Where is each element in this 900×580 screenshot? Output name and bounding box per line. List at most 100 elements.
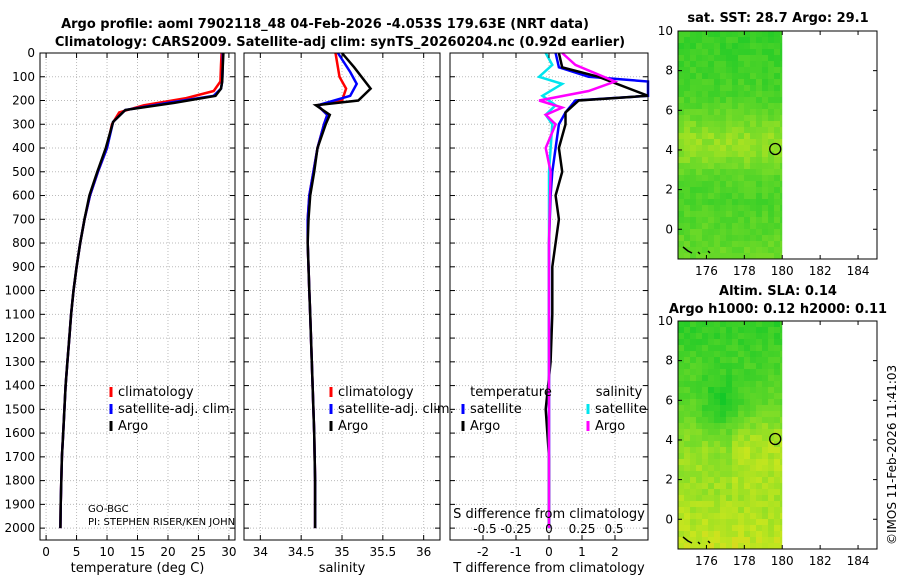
heat-cell: [696, 199, 702, 205]
heat-cell: [732, 405, 738, 411]
heat-cell: [738, 363, 744, 369]
heat-cell: [750, 235, 756, 241]
heat-cell: [744, 351, 750, 357]
heat-cell: [708, 411, 714, 417]
heat-cell: [708, 489, 714, 495]
heat-cell: [714, 67, 720, 73]
heat-cell: [714, 199, 720, 205]
heat-cell: [780, 423, 783, 429]
heat-cell: [726, 501, 732, 507]
heat-cell: [678, 345, 684, 351]
heat-cell: [714, 103, 720, 109]
heat-cell: [738, 253, 744, 259]
heat-cell: [720, 187, 726, 193]
heat-cell: [720, 333, 726, 339]
heat-cell: [684, 411, 690, 417]
y-tick-label: 1400: [4, 379, 35, 393]
heat-cell: [744, 417, 750, 423]
heat-cell: [678, 429, 684, 435]
heat-cell: [708, 127, 714, 133]
heat-cell: [762, 345, 768, 351]
heat-cell: [774, 73, 780, 79]
heat-cell: [690, 103, 696, 109]
heat-cell: [774, 115, 780, 121]
heat-cell: [774, 423, 780, 429]
heat-cell: [696, 79, 702, 85]
heat-cell: [684, 115, 690, 121]
heat-cell: [696, 429, 702, 435]
heat-cell: [720, 79, 726, 85]
heat-cell: [678, 139, 684, 145]
heat-cell: [684, 217, 690, 223]
heat-cell: [768, 145, 774, 151]
heat-cell: [738, 507, 744, 513]
heat-cell: [708, 501, 714, 507]
heat-cell: [708, 417, 714, 423]
heat-cell: [738, 175, 744, 181]
heat-cell: [720, 393, 726, 399]
heat-cell: [702, 229, 708, 235]
heat-cell: [702, 133, 708, 139]
heat-cell: [690, 109, 696, 115]
heat-cell: [726, 519, 732, 525]
heat-cell: [780, 127, 783, 133]
heat-cell: [720, 519, 726, 525]
heat-cell: [762, 199, 768, 205]
heat-cell: [690, 441, 696, 447]
heat-cell: [744, 495, 750, 501]
heat-cell: [702, 157, 708, 163]
heat-cell: [756, 55, 762, 61]
heat-cell: [702, 187, 708, 193]
heat-cell: [702, 399, 708, 405]
y-tick-label: 1900: [4, 497, 35, 511]
heat-cell: [768, 351, 774, 357]
footer-timestamp: ©IMOS 11-Feb-2026 11:41:03: [885, 365, 899, 545]
heat-cell: [744, 543, 750, 549]
heat-cell: [714, 181, 720, 187]
heat-cell: [744, 127, 750, 133]
heat-cell: [750, 393, 756, 399]
heat-cell: [744, 429, 750, 435]
heat-cell: [678, 115, 684, 121]
heat-cell: [762, 501, 768, 507]
heat-cell: [780, 339, 783, 345]
heat-cell: [708, 435, 714, 441]
heat-cell: [768, 91, 774, 97]
heat-cell: [774, 477, 780, 483]
heat-cell: [696, 247, 702, 253]
heat-cell: [678, 327, 684, 333]
x-tick-label: 0: [545, 545, 553, 559]
heat-cell: [684, 235, 690, 241]
heat-cell: [750, 55, 756, 61]
heat-cell: [684, 199, 690, 205]
heat-cell: [690, 429, 696, 435]
heat-cell: [726, 49, 732, 55]
heat-cell: [678, 357, 684, 363]
heat-cell: [744, 489, 750, 495]
heat-cell: [708, 55, 714, 61]
heat-cell: [702, 453, 708, 459]
heat-cell: [768, 241, 774, 247]
heat-cell: [714, 49, 720, 55]
heat-cell: [762, 73, 768, 79]
heat-cell: [762, 211, 768, 217]
heat-cell: [750, 43, 756, 49]
heat-cell: [714, 417, 720, 423]
heat-cell: [738, 537, 744, 543]
heat-cell: [708, 223, 714, 229]
heat-cell: [768, 181, 774, 187]
heat-cell: [726, 333, 732, 339]
heat-cell: [750, 435, 756, 441]
heat-cell: [738, 133, 744, 139]
heat-cell: [732, 429, 738, 435]
heat-cell: [750, 127, 756, 133]
heat-cell: [738, 417, 744, 423]
heat-cell: [696, 375, 702, 381]
series-line-1: [544, 52, 649, 529]
heat-cell: [690, 453, 696, 459]
legend-label: satellite-adj. clim.: [118, 402, 234, 417]
heat-cell: [738, 459, 744, 465]
heat-cell: [678, 525, 684, 531]
heat-cell: [678, 321, 684, 327]
heat-cell: [696, 471, 702, 477]
